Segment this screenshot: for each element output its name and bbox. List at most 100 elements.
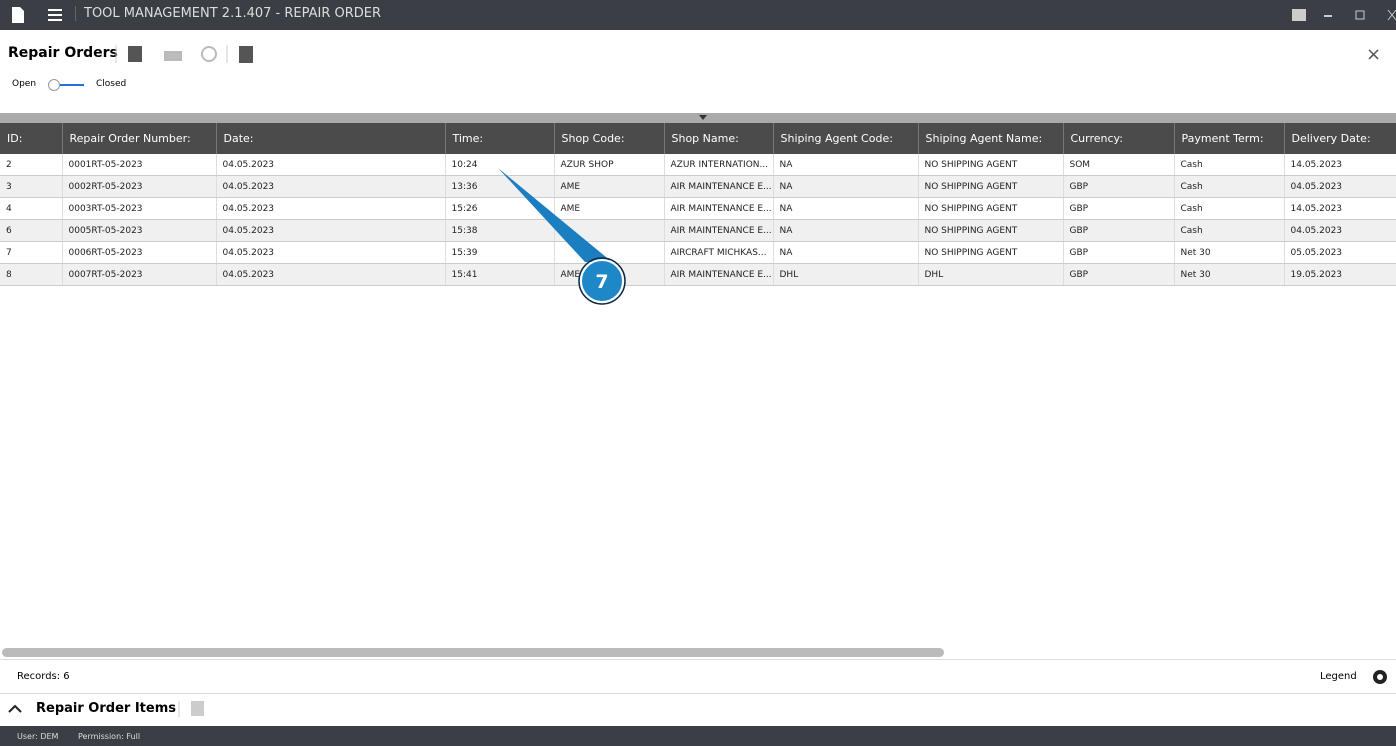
table-cell: 10:24	[445, 154, 555, 176]
table-cell: NO SHIPPING AGENT	[918, 175, 1064, 198]
table-cell: NA	[773, 241, 919, 264]
table-cell: GBP	[1063, 197, 1175, 220]
close-button[interactable]: ×	[1366, 44, 1382, 65]
table-cell: AIR MAINTENANCE E...	[664, 219, 774, 242]
table-cell: NA	[773, 219, 919, 242]
table-row[interactable]: 3 0002RT-05-2023 04.05.2023 13:36 AME AIR MAI…	[0, 175, 1396, 198]
table-cell: Cash	[1174, 175, 1285, 198]
toggle[interactable]	[46, 78, 86, 92]
table-cell: GBP	[1063, 263, 1175, 286]
column-header: Shop Name:	[664, 123, 774, 154]
table-cell: 05.05.2023	[1284, 241, 1396, 264]
table-cell: GBP	[1063, 241, 1175, 264]
table-cell: 04.05.2023	[1284, 219, 1396, 242]
column-header: Time:	[445, 123, 555, 154]
scrollbar[interactable]	[2, 648, 944, 657]
column-header: ID:	[0, 123, 63, 154]
table-cell: 15:41	[445, 263, 555, 286]
table-cell: NA	[773, 197, 919, 220]
details-toolbar[interactable]	[178, 699, 208, 719]
table-cell: 13:36	[445, 175, 555, 198]
table-cell: 04.05.2023	[1284, 175, 1396, 198]
table-cell: AIR MAINTENANCE E...	[664, 175, 774, 198]
menu-icons	[12, 7, 62, 23]
status-bar: User: DEM Permission: Full	[0, 726, 1396, 746]
table-cell: 04.05.2023	[216, 219, 446, 242]
table-cell: Cash	[1174, 197, 1285, 220]
table-cell: 14.05.2023	[1284, 154, 1396, 176]
column-header: Currency:	[1063, 123, 1175, 154]
table-cell: 04.05.2023	[216, 263, 446, 286]
table-cell: 3	[0, 175, 63, 198]
table-cell: AIR MAINTENANCE E...	[664, 197, 774, 220]
table-cell: 19.05.2023	[1284, 263, 1396, 286]
table-cell: 0006RT-05-2023	[62, 241, 217, 264]
table-cell: NO SHIPPING AGENT	[918, 219, 1064, 242]
status-permission: Permission: Full	[78, 732, 141, 741]
table-row[interactable]: 7 0006RT-05-2023 04.05.2023 15:39 AIRCRAFT M…	[0, 241, 1396, 264]
table-cell: 04.05.2023	[216, 154, 446, 176]
table-cell: 15:38	[445, 219, 555, 242]
legend-icon[interactable]	[1372, 669, 1388, 685]
column-header: Shop Code:	[554, 123, 665, 154]
app-title: TOOL MANAGEMENT 2.1.407 - REPAIR ORDER	[75, 6, 381, 21]
table-cell: 0003RT-05-2023	[62, 197, 217, 220]
table-cell: Cash	[1174, 154, 1285, 176]
toggle-open-label: Open	[12, 79, 37, 89]
table-cell: Net 30	[1174, 241, 1285, 264]
group-strip[interactable]	[0, 113, 1396, 123]
details-title: Repair Order Items	[36, 701, 176, 716]
table-cell: SOM	[1063, 154, 1175, 176]
table-cell: 8	[0, 263, 63, 286]
table-row[interactable]: 2 0001RT-05-2023 04.05.2023 10:24 AZUR SHOP A…	[0, 154, 1396, 176]
window-controls[interactable]	[1290, 8, 1396, 22]
table-cell: 14.05.2023	[1284, 197, 1396, 220]
table-cell: NO SHIPPING AGENT	[918, 154, 1064, 176]
repair-orders-table: ID: Repair Order Number: Date: Time: Shop Co…	[0, 123, 1396, 286]
table-cell: AZUR INTERNATION...	[664, 154, 774, 176]
table-cell: AZUR SHOP	[554, 154, 665, 176]
table-cell: 15:39	[445, 241, 555, 264]
table-cell: 04.05.2023	[216, 197, 446, 220]
toggle-closed-label: Closed	[96, 79, 127, 89]
table-cell: 04.05.2023	[216, 175, 446, 198]
table-cell: 0007RT-05-2023	[62, 263, 217, 286]
table-cell: Net 30	[1174, 263, 1285, 286]
toolbar[interactable]	[115, 43, 260, 65]
collapse-icon[interactable]	[8, 703, 22, 715]
table-row[interactable]: 4 0003RT-05-2023 04.05.2023 15:26 AME AIR MAI…	[0, 197, 1396, 220]
table-cell: 0002RT-05-2023	[62, 175, 217, 198]
table-cell: Cash	[1174, 219, 1285, 242]
column-header: Shiping Agent Code:	[773, 123, 919, 154]
table-cell: 0005RT-05-2023	[62, 219, 217, 242]
records-count: Records: 6	[17, 671, 70, 682]
table-cell: DHL	[773, 263, 919, 286]
table-row[interactable]: 6 0005RT-05-2023 04.05.2023 15:38 AIR MAINTE…	[0, 219, 1396, 242]
table-cell: NA	[773, 175, 919, 198]
table-cell: NO SHIPPING AGENT	[918, 241, 1064, 264]
table-cell: AME	[554, 175, 665, 198]
legend-button[interactable]: Legend	[1320, 671, 1357, 682]
table-cell: AIRCRAFT MICHKAS...	[664, 241, 774, 264]
table-cell: GBP	[1063, 219, 1175, 242]
column-header: Repair Order Number:	[62, 123, 217, 154]
table-row[interactable]: 8 0007RT-05-2023 04.05.2023 15:41 AME AIR MAI…	[0, 263, 1396, 286]
table-cell: 04.05.2023	[216, 241, 446, 264]
table-cell: GBP	[1063, 175, 1175, 198]
table-cell: 4	[0, 197, 63, 220]
table-cell: 15:26	[445, 197, 555, 220]
table-cell: 0001RT-05-2023	[62, 154, 217, 176]
status-user: User: DEM	[17, 732, 59, 741]
table-cell: AME	[554, 263, 665, 286]
table-cell	[554, 219, 665, 242]
table-cell: 2	[0, 154, 63, 176]
page-title: Repair Orders	[8, 45, 118, 61]
table-cell	[554, 241, 665, 264]
table-cell: DHL	[918, 263, 1064, 286]
table-cell: 6	[0, 219, 63, 242]
title-bar: TOOL MANAGEMENT 2.1.407 - REPAIR ORDER	[0, 0, 1396, 30]
table-cell: NA	[773, 154, 919, 176]
table-cell: NO SHIPPING AGENT	[918, 197, 1064, 220]
